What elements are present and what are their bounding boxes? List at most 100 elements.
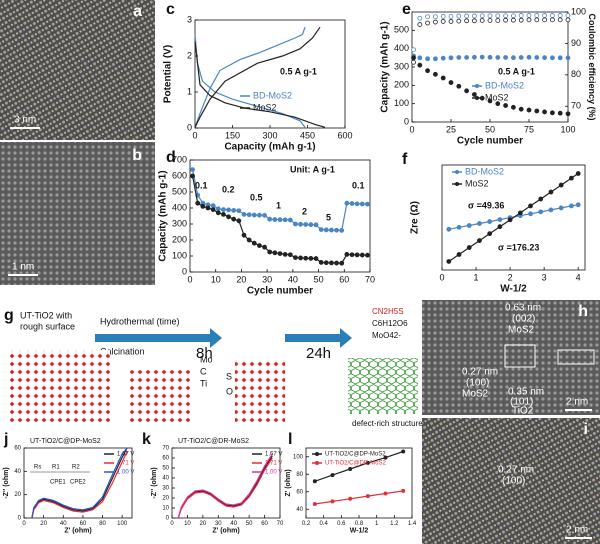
data-point: [262, 212, 267, 218]
x-tick-label: 40: [60, 521, 67, 527]
series-line: [194, 27, 306, 128]
data-point: [528, 203, 533, 209]
data-point: [425, 20, 431, 26]
y-tick-label: 1: [187, 86, 192, 96]
data-point: [557, 110, 563, 116]
data-point: [401, 488, 406, 493]
data-point: [417, 22, 423, 27]
y-tick-label: 80: [296, 472, 303, 478]
region-box: [504, 344, 536, 368]
region-box: [557, 349, 595, 365]
data-point: [282, 251, 288, 257]
data-point: [334, 260, 339, 266]
data-point: [487, 231, 493, 237]
data-point: [221, 211, 226, 217]
tem-image-b: [0, 142, 155, 285]
x-tick-label: 40: [288, 274, 298, 284]
data-point: [298, 221, 303, 227]
series-line: [177, 455, 273, 519]
y-axis-label: Capacity (mAh g-1): [380, 21, 391, 112]
circuit-label: Rs: [34, 465, 41, 471]
y-tick-label: 0: [404, 116, 409, 126]
data-point: [471, 54, 477, 60]
y-tick-label: 100: [172, 250, 187, 260]
lattice: [348, 358, 418, 414]
y-tick-label: 0: [166, 516, 170, 522]
data-point: [575, 171, 581, 176]
data-point: [432, 14, 438, 20]
y-axis-label: Z' (ohm): [285, 469, 292, 496]
tem-image-a: [0, 0, 155, 140]
atom-label: Mo: [200, 354, 213, 364]
data-point: [205, 205, 211, 211]
y2-tick-label: 90: [571, 38, 581, 48]
data-point: [534, 13, 540, 18]
data-point: [565, 111, 571, 117]
data-point: [568, 203, 574, 209]
data-point: [518, 55, 524, 60]
reagent: CN2H5S: [372, 307, 404, 316]
circuit-label: CPE2: [70, 480, 86, 486]
data-point: [354, 252, 360, 258]
scale-label: 3 nm: [14, 115, 36, 126]
data-point: [487, 98, 493, 104]
y-tick-label: 60: [162, 456, 169, 462]
y2-tick-label: 70: [571, 101, 581, 111]
series-line: [31, 447, 128, 519]
legend-swatch: [475, 84, 479, 88]
x-tick-label: 0.4: [319, 521, 328, 527]
plane: (100): [502, 476, 525, 487]
x-axis-label: Cycle number: [457, 136, 523, 147]
data-point: [287, 252, 293, 258]
data-point: [411, 59, 416, 65]
data-point: [236, 208, 242, 214]
data-point: [479, 13, 485, 19]
atom-label: O: [226, 386, 233, 396]
data-point: [511, 13, 516, 19]
phase: TiO2: [512, 406, 534, 417]
plane: (100): [466, 378, 489, 389]
x-axis-label: Z' (ohm): [64, 527, 91, 534]
x-tick-label: 3: [542, 272, 547, 282]
data-point: [456, 18, 462, 24]
data-point: [236, 218, 242, 224]
x-tick-label: 70: [365, 274, 375, 284]
series-line: [177, 453, 273, 519]
reagent: C6H12O6: [372, 319, 408, 328]
data-point: [440, 19, 446, 24]
annotation: 2: [302, 206, 307, 216]
legend-label: UT-TiO2/C@DP-MoS2: [325, 452, 386, 458]
x-tick-label: 0: [409, 124, 414, 134]
x-tick-label: 40: [230, 521, 237, 527]
data-point: [497, 224, 503, 230]
y-tick-label: 200: [394, 80, 409, 90]
x-tick-label: 4: [576, 272, 581, 282]
y-axis-label: -Z'' (ohm): [151, 467, 158, 498]
data-point: [497, 217, 503, 223]
lattice: [10, 350, 110, 422]
data-point: [210, 207, 216, 213]
data-point: [359, 252, 365, 258]
data-point: [526, 54, 532, 60]
annotation: 0.5 A g-1: [498, 66, 535, 76]
y-tick-label: 400: [172, 202, 187, 212]
x-tick-label: 30: [262, 274, 272, 284]
scale-label: 2 nm: [566, 525, 588, 536]
annotation: 1: [276, 200, 281, 210]
data-point: [538, 209, 544, 215]
legend-label: BD-MoS2: [465, 166, 504, 176]
y-tick-label: 0: [182, 266, 187, 276]
data-point: [518, 106, 524, 112]
x-tick-label: 1: [474, 272, 479, 282]
scale-label: 1 nm: [12, 262, 34, 273]
data-point: [534, 108, 540, 114]
data-point: [329, 260, 334, 266]
data-point: [293, 221, 298, 227]
data-point: [440, 55, 446, 61]
data-point: [344, 251, 350, 257]
data-point: [542, 109, 547, 115]
panel-label: c: [166, 1, 175, 18]
data-point: [456, 83, 462, 89]
data-point: [487, 54, 493, 60]
